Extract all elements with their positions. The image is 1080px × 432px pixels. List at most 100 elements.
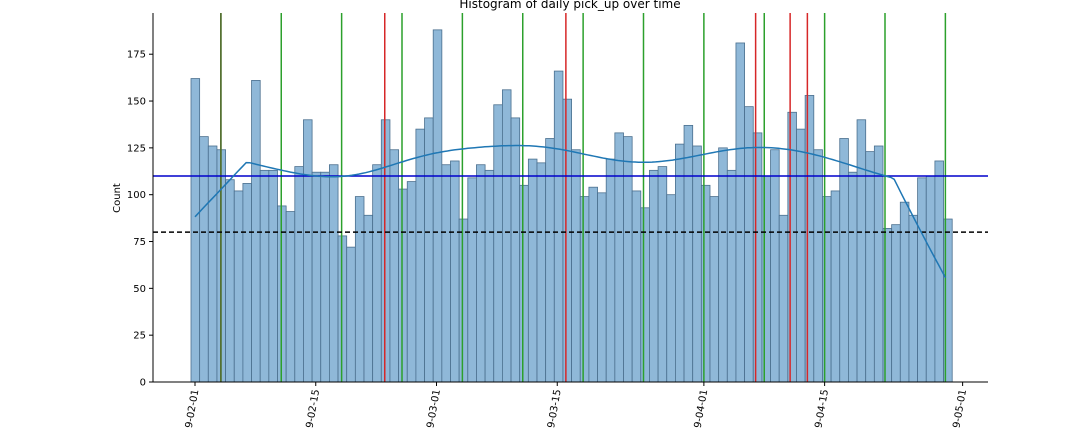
histogram-bar	[501, 89, 512, 383]
histogram-bar	[605, 158, 616, 383]
histogram-bar	[389, 149, 400, 383]
histogram-bar	[571, 149, 581, 383]
histogram-bar	[873, 145, 884, 383]
histogram-bar	[640, 207, 650, 383]
histogram-bar	[778, 214, 789, 383]
histogram-bar	[458, 218, 469, 383]
histogram-bar	[259, 169, 270, 383]
histogram-bar	[796, 128, 806, 383]
histogram-bar	[441, 164, 451, 383]
histogram-bar	[675, 143, 685, 383]
histogram-bar	[242, 183, 252, 383]
x-tick-label: 9-02-15	[305, 389, 323, 429]
histogram-bar	[484, 169, 495, 383]
y-tick-label: 0	[140, 378, 146, 389]
histogram-bar	[510, 117, 521, 383]
histogram-bar	[311, 171, 322, 383]
histogram-bar	[899, 201, 910, 383]
histogram-bar	[545, 138, 555, 383]
x-tick-label: 9-02-01	[184, 389, 202, 429]
histogram-bar	[424, 117, 434, 383]
histogram-bar	[614, 132, 624, 383]
horizontal-markers	[153, 175, 988, 233]
histogram-bar	[190, 78, 201, 383]
histogram-bar	[519, 184, 529, 383]
y-axis: 0 25 50 75 100 125 150 175	[127, 13, 154, 389]
x-tick-label: 9-05-01	[951, 389, 969, 429]
histogram-bar	[865, 151, 875, 383]
chart-title: Histogram of daily pick_up over time	[459, 0, 680, 11]
histogram-bar	[380, 119, 391, 383]
histogram-bar	[303, 119, 313, 383]
x-tick-label: 9-03-01	[425, 389, 443, 429]
histogram-bar	[752, 132, 763, 383]
histogram-bar	[804, 95, 815, 383]
histogram-bar	[925, 175, 936, 383]
y-tick-label: 50	[133, 284, 146, 295]
histogram-bar	[830, 190, 841, 383]
histogram-bar	[848, 171, 858, 383]
histogram-bar	[467, 177, 477, 383]
histogram-bar	[207, 145, 218, 383]
histogram-bar	[770, 149, 780, 383]
histogram-bar	[406, 181, 417, 383]
histogram-bar	[657, 166, 668, 383]
histogram-bar	[553, 70, 564, 383]
bars-group	[190, 29, 953, 383]
histogram-bar	[597, 192, 607, 383]
x-tick-label: 9-04-15	[813, 389, 831, 429]
histogram-bar	[199, 136, 209, 383]
histogram-bar	[251, 80, 261, 383]
histogram-bar	[891, 224, 901, 383]
histogram-bar	[631, 190, 642, 383]
histogram-bar	[787, 111, 797, 383]
histogram-bar	[527, 158, 538, 383]
histogram-bar	[726, 169, 737, 383]
y-tick-label: 75	[133, 237, 146, 248]
y-tick-label: 100	[127, 190, 146, 201]
histogram-bar	[856, 119, 867, 383]
histogram-bar	[415, 128, 425, 383]
histogram-bar	[450, 160, 460, 383]
histogram-bar	[536, 162, 547, 383]
histogram-bar	[346, 246, 356, 383]
y-axis-label: Count	[112, 183, 123, 213]
histogram-bar	[320, 171, 330, 383]
histogram-bar	[813, 149, 823, 383]
histogram-bar	[718, 147, 728, 383]
histogram-bar	[354, 196, 365, 383]
histogram-bar	[700, 184, 711, 383]
kde-curve	[194, 144, 947, 278]
histogram-bar	[839, 138, 849, 383]
histogram-bar	[328, 164, 339, 383]
x-tick-label: 9-03-15	[546, 389, 564, 429]
y-tick-label: 125	[127, 143, 146, 154]
histogram-bar	[709, 196, 720, 383]
histogram-bar	[562, 98, 573, 383]
histogram-bar	[363, 214, 374, 383]
y-tick-label: 150	[127, 97, 146, 108]
histogram-bar	[761, 175, 771, 383]
histogram-bar	[649, 169, 659, 383]
histogram-bar	[822, 196, 832, 383]
histogram-bar	[666, 194, 676, 383]
histogram-bar	[285, 211, 296, 383]
x-tick-label: 9-04-01	[693, 389, 711, 429]
histogram-bar	[588, 186, 598, 383]
histogram-bar	[294, 166, 304, 383]
histogram-bar	[225, 179, 235, 383]
histogram-bar	[579, 196, 590, 383]
histogram-bar	[268, 169, 278, 383]
histogram-bar	[398, 188, 408, 383]
histogram-bar	[432, 29, 443, 383]
histogram-bar	[692, 145, 702, 383]
histogram-bar	[233, 190, 244, 383]
histogram-bar	[908, 214, 919, 383]
y-tick-label: 175	[127, 50, 146, 61]
histogram-bar	[623, 136, 633, 383]
histogram-bar	[372, 164, 382, 383]
histogram-bar	[683, 124, 694, 383]
histogram-bar	[735, 42, 746, 383]
y-tick-label: 25	[133, 331, 146, 342]
